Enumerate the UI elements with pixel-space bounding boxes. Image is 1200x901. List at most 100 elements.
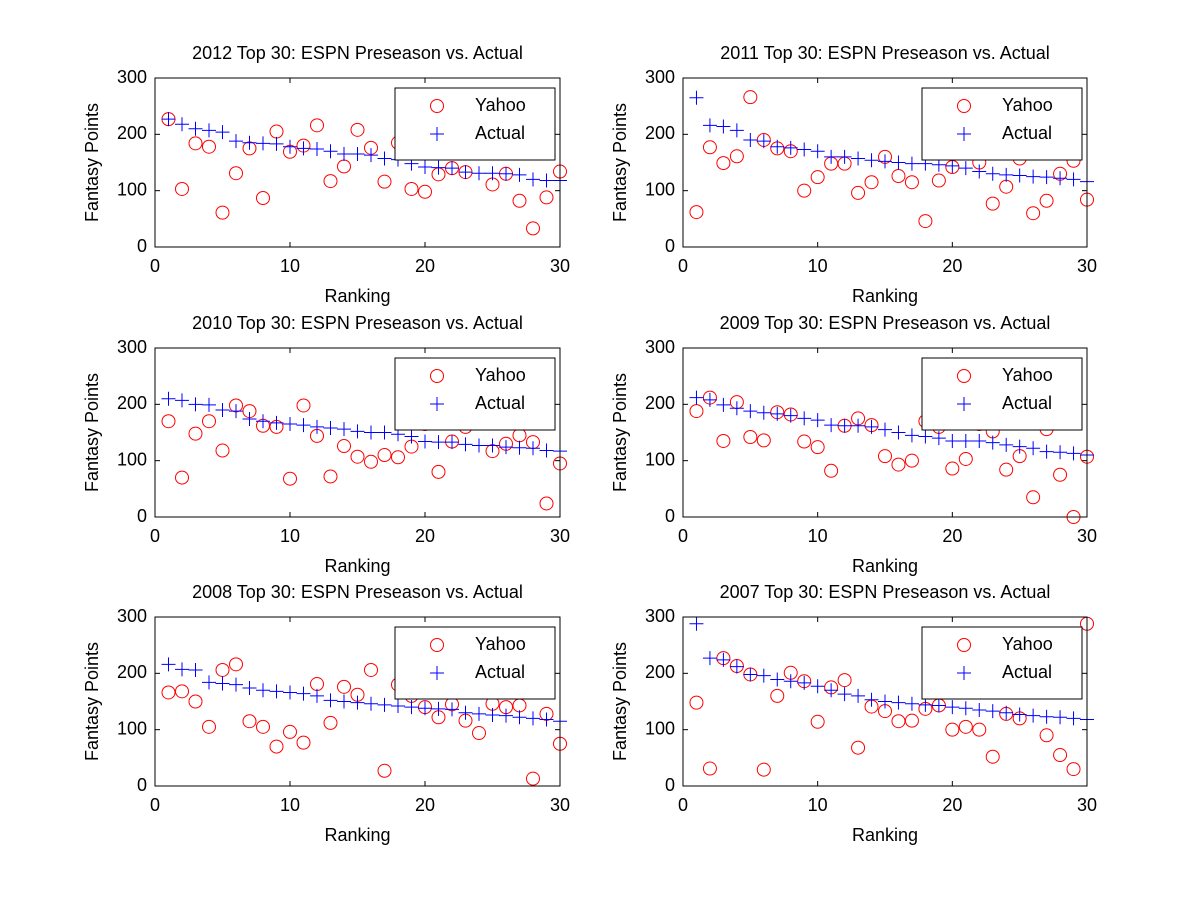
marker-circle (229, 166, 243, 181)
y-tick-label: 200 (117, 662, 147, 682)
marker-plus (958, 433, 973, 448)
axes-box (154, 347, 561, 518)
legend-label: Yahoo (1002, 365, 1053, 385)
marker-plus (215, 125, 230, 140)
marker-plus (175, 662, 189, 677)
marker-plus (770, 672, 785, 687)
marker-plus (716, 652, 731, 667)
legend-box (394, 357, 556, 431)
y-tick-label: 0 (137, 236, 147, 256)
marker-plus (458, 437, 473, 452)
marker-plus (256, 414, 270, 429)
marker-circle (377, 174, 392, 189)
marker-plus (972, 702, 987, 717)
x-tick-label: 30 (1077, 526, 1097, 546)
marker-plus (702, 392, 717, 407)
marker-plus (878, 154, 892, 169)
marker-circle (539, 190, 554, 205)
legend-box (394, 626, 556, 700)
marker-plus (972, 164, 987, 179)
marker-circle (851, 185, 866, 200)
marker-plus (1066, 172, 1081, 187)
marker-circle (985, 749, 1000, 764)
marker-circle (391, 450, 405, 465)
marker-plus (161, 657, 176, 672)
marker-plus (485, 166, 500, 181)
marker-plus (1053, 171, 1068, 186)
marker-plus (931, 698, 946, 713)
marker-plus (404, 700, 419, 715)
y-tick-label: 200 (645, 123, 675, 143)
marker-circle (904, 713, 919, 728)
y-tick-label: 200 (117, 123, 147, 143)
marker-plus (904, 428, 919, 443)
marker-plus (958, 161, 973, 176)
marker-plus (810, 144, 825, 159)
x-tick-label: 0 (678, 256, 688, 276)
marker-plus (269, 684, 284, 699)
marker-plus (864, 419, 879, 434)
marker-plus (431, 435, 446, 450)
legend: Yahoo Actual (394, 87, 556, 161)
y-tick-label: 200 (117, 393, 147, 413)
marker-plus (256, 683, 270, 698)
legend-label: Actual (1002, 662, 1052, 682)
marker-circle (904, 453, 919, 468)
marker-circle (1026, 490, 1041, 505)
marker-plus (824, 418, 839, 433)
marker-circle (202, 139, 216, 154)
marker-circle (729, 149, 744, 164)
marker-circle (1066, 762, 1081, 777)
marker-circle (810, 714, 825, 729)
marker-plus (864, 153, 879, 168)
marker-circle (323, 715, 338, 730)
marker-plus (430, 127, 444, 141)
marker-plus (256, 136, 270, 151)
marker-circle (743, 90, 758, 105)
marker-plus (743, 667, 758, 682)
x-tick-label: 30 (550, 795, 570, 815)
marker-circle (539, 496, 554, 511)
marker-plus (215, 676, 230, 691)
marker-plus (445, 161, 459, 176)
legend: Yahoo Actual (921, 87, 1083, 161)
marker-plus (891, 425, 906, 440)
chart-title: 2011 Top 30: ESPN Preseason vs. Actual (720, 43, 1050, 63)
legend-box (394, 87, 556, 161)
marker-plus (999, 705, 1014, 720)
y-axis-label: Fantasy Points (610, 103, 630, 222)
marker-plus (851, 151, 866, 166)
marker-circle (188, 426, 203, 441)
marker-plus (458, 165, 473, 180)
marker-plus (957, 127, 971, 141)
legend-label: Actual (1002, 123, 1052, 143)
marker-circle (756, 762, 771, 777)
marker-plus (957, 666, 971, 680)
x-tick-label: 20 (415, 526, 435, 546)
marker-plus (431, 701, 446, 716)
marker-circle (337, 439, 351, 454)
marker-circle (215, 662, 230, 677)
marker-plus (689, 616, 704, 631)
marker-plus (364, 425, 378, 440)
marker-plus (499, 440, 513, 455)
legend-label: Yahoo (475, 365, 526, 385)
marker-plus (1026, 708, 1041, 723)
marker-plus (1039, 170, 1054, 185)
marker-circle (931, 173, 946, 188)
marker-plus (188, 397, 203, 412)
marker-plus (729, 123, 744, 138)
marker-circle (851, 740, 866, 755)
marker-circle (957, 99, 971, 113)
marker-plus (472, 438, 486, 453)
marker-plus (337, 694, 351, 709)
y-tick-label: 100 (645, 449, 675, 469)
x-axis-label: Ranking (852, 825, 918, 845)
marker-circle (1039, 193, 1054, 208)
marker-circle (296, 735, 311, 750)
marker-circle (269, 739, 284, 754)
marker-plus (242, 680, 257, 695)
marker-plus (918, 697, 933, 712)
marker-circle (377, 448, 392, 463)
